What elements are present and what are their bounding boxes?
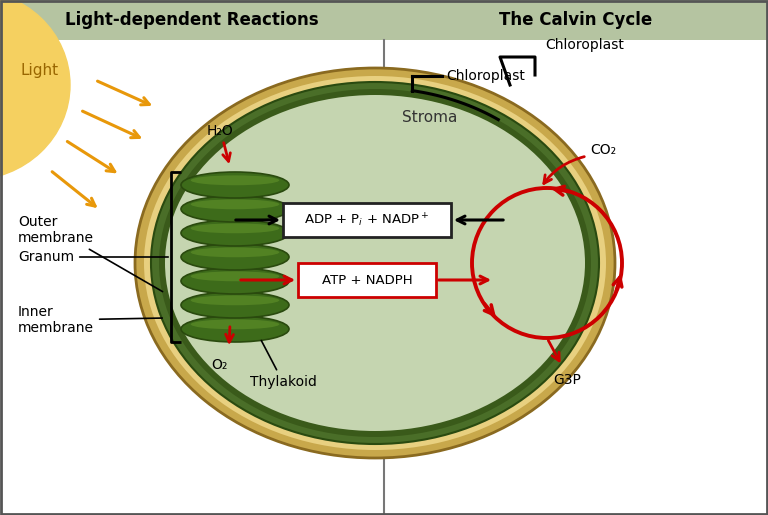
Ellipse shape (181, 292, 289, 318)
Text: Thylakoid: Thylakoid (250, 340, 316, 389)
Ellipse shape (181, 244, 289, 270)
Text: Light-dependent Reactions: Light-dependent Reactions (65, 11, 319, 29)
Text: G3P: G3P (553, 373, 581, 387)
Ellipse shape (144, 76, 606, 450)
Ellipse shape (135, 68, 615, 458)
Ellipse shape (190, 199, 280, 209)
Ellipse shape (165, 95, 585, 431)
Ellipse shape (181, 316, 289, 342)
Ellipse shape (159, 89, 591, 437)
Text: The Calvin Cycle: The Calvin Cycle (499, 11, 653, 29)
Text: Chloroplast: Chloroplast (545, 38, 624, 52)
Text: CO₂: CO₂ (590, 143, 616, 157)
Text: Inner
membrane: Inner membrane (18, 305, 162, 335)
Text: H₂O: H₂O (207, 124, 233, 138)
Ellipse shape (181, 172, 289, 198)
Ellipse shape (190, 296, 280, 305)
Ellipse shape (190, 271, 280, 281)
Bar (0, 0, 768, 40)
Text: Light: Light (21, 62, 59, 77)
Ellipse shape (181, 268, 289, 294)
Text: ATP + NADPH: ATP + NADPH (322, 273, 412, 286)
Text: Outer
membrane: Outer membrane (18, 215, 163, 291)
Ellipse shape (190, 224, 280, 233)
Ellipse shape (0, 0, 70, 180)
Ellipse shape (181, 196, 289, 222)
FancyBboxPatch shape (283, 203, 451, 237)
Text: ADP + P$_i$ + NADP$^+$: ADP + P$_i$ + NADP$^+$ (304, 211, 429, 229)
Ellipse shape (151, 82, 599, 444)
FancyBboxPatch shape (298, 263, 436, 297)
Ellipse shape (190, 247, 280, 258)
Text: Stroma: Stroma (402, 110, 458, 125)
Ellipse shape (190, 319, 280, 329)
Text: O₂: O₂ (210, 358, 227, 372)
Text: Granum: Granum (18, 250, 168, 264)
Ellipse shape (181, 220, 289, 246)
Ellipse shape (190, 176, 280, 185)
Text: Chloroplast: Chloroplast (446, 68, 525, 83)
